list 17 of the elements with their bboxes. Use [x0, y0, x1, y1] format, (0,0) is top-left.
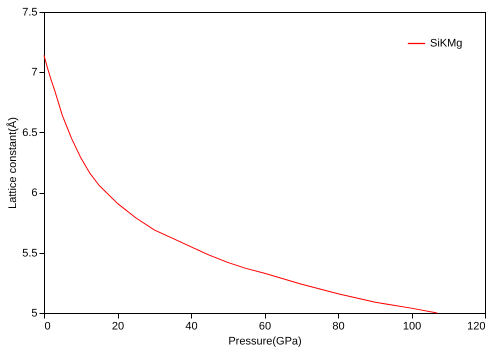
y-tick-label: 6.5: [22, 126, 38, 139]
y-tick-label: 5.5: [22, 247, 38, 260]
x-tick-label: 40: [185, 320, 198, 332]
y-tick-label: 5: [31, 308, 38, 320]
x-axis-title: Pressure(GPa): [228, 336, 302, 348]
legend-label: SiKMg: [430, 38, 462, 50]
y-axis-title: Lattice constant(Å): [6, 117, 20, 209]
y-tick-label: 6: [31, 187, 38, 200]
x-tick-label: 20: [112, 320, 124, 332]
y-tick-label: 7: [31, 66, 38, 79]
x-tick-label: 0: [44, 320, 51, 332]
line-series: [44, 54, 438, 314]
x-tick-label: 100: [402, 320, 422, 332]
x-tick-label: 120: [467, 320, 486, 332]
y-tick-label: 7.5: [22, 6, 38, 18]
x-tick-label: 80: [332, 320, 345, 332]
x-tick-label: 60: [258, 320, 272, 332]
